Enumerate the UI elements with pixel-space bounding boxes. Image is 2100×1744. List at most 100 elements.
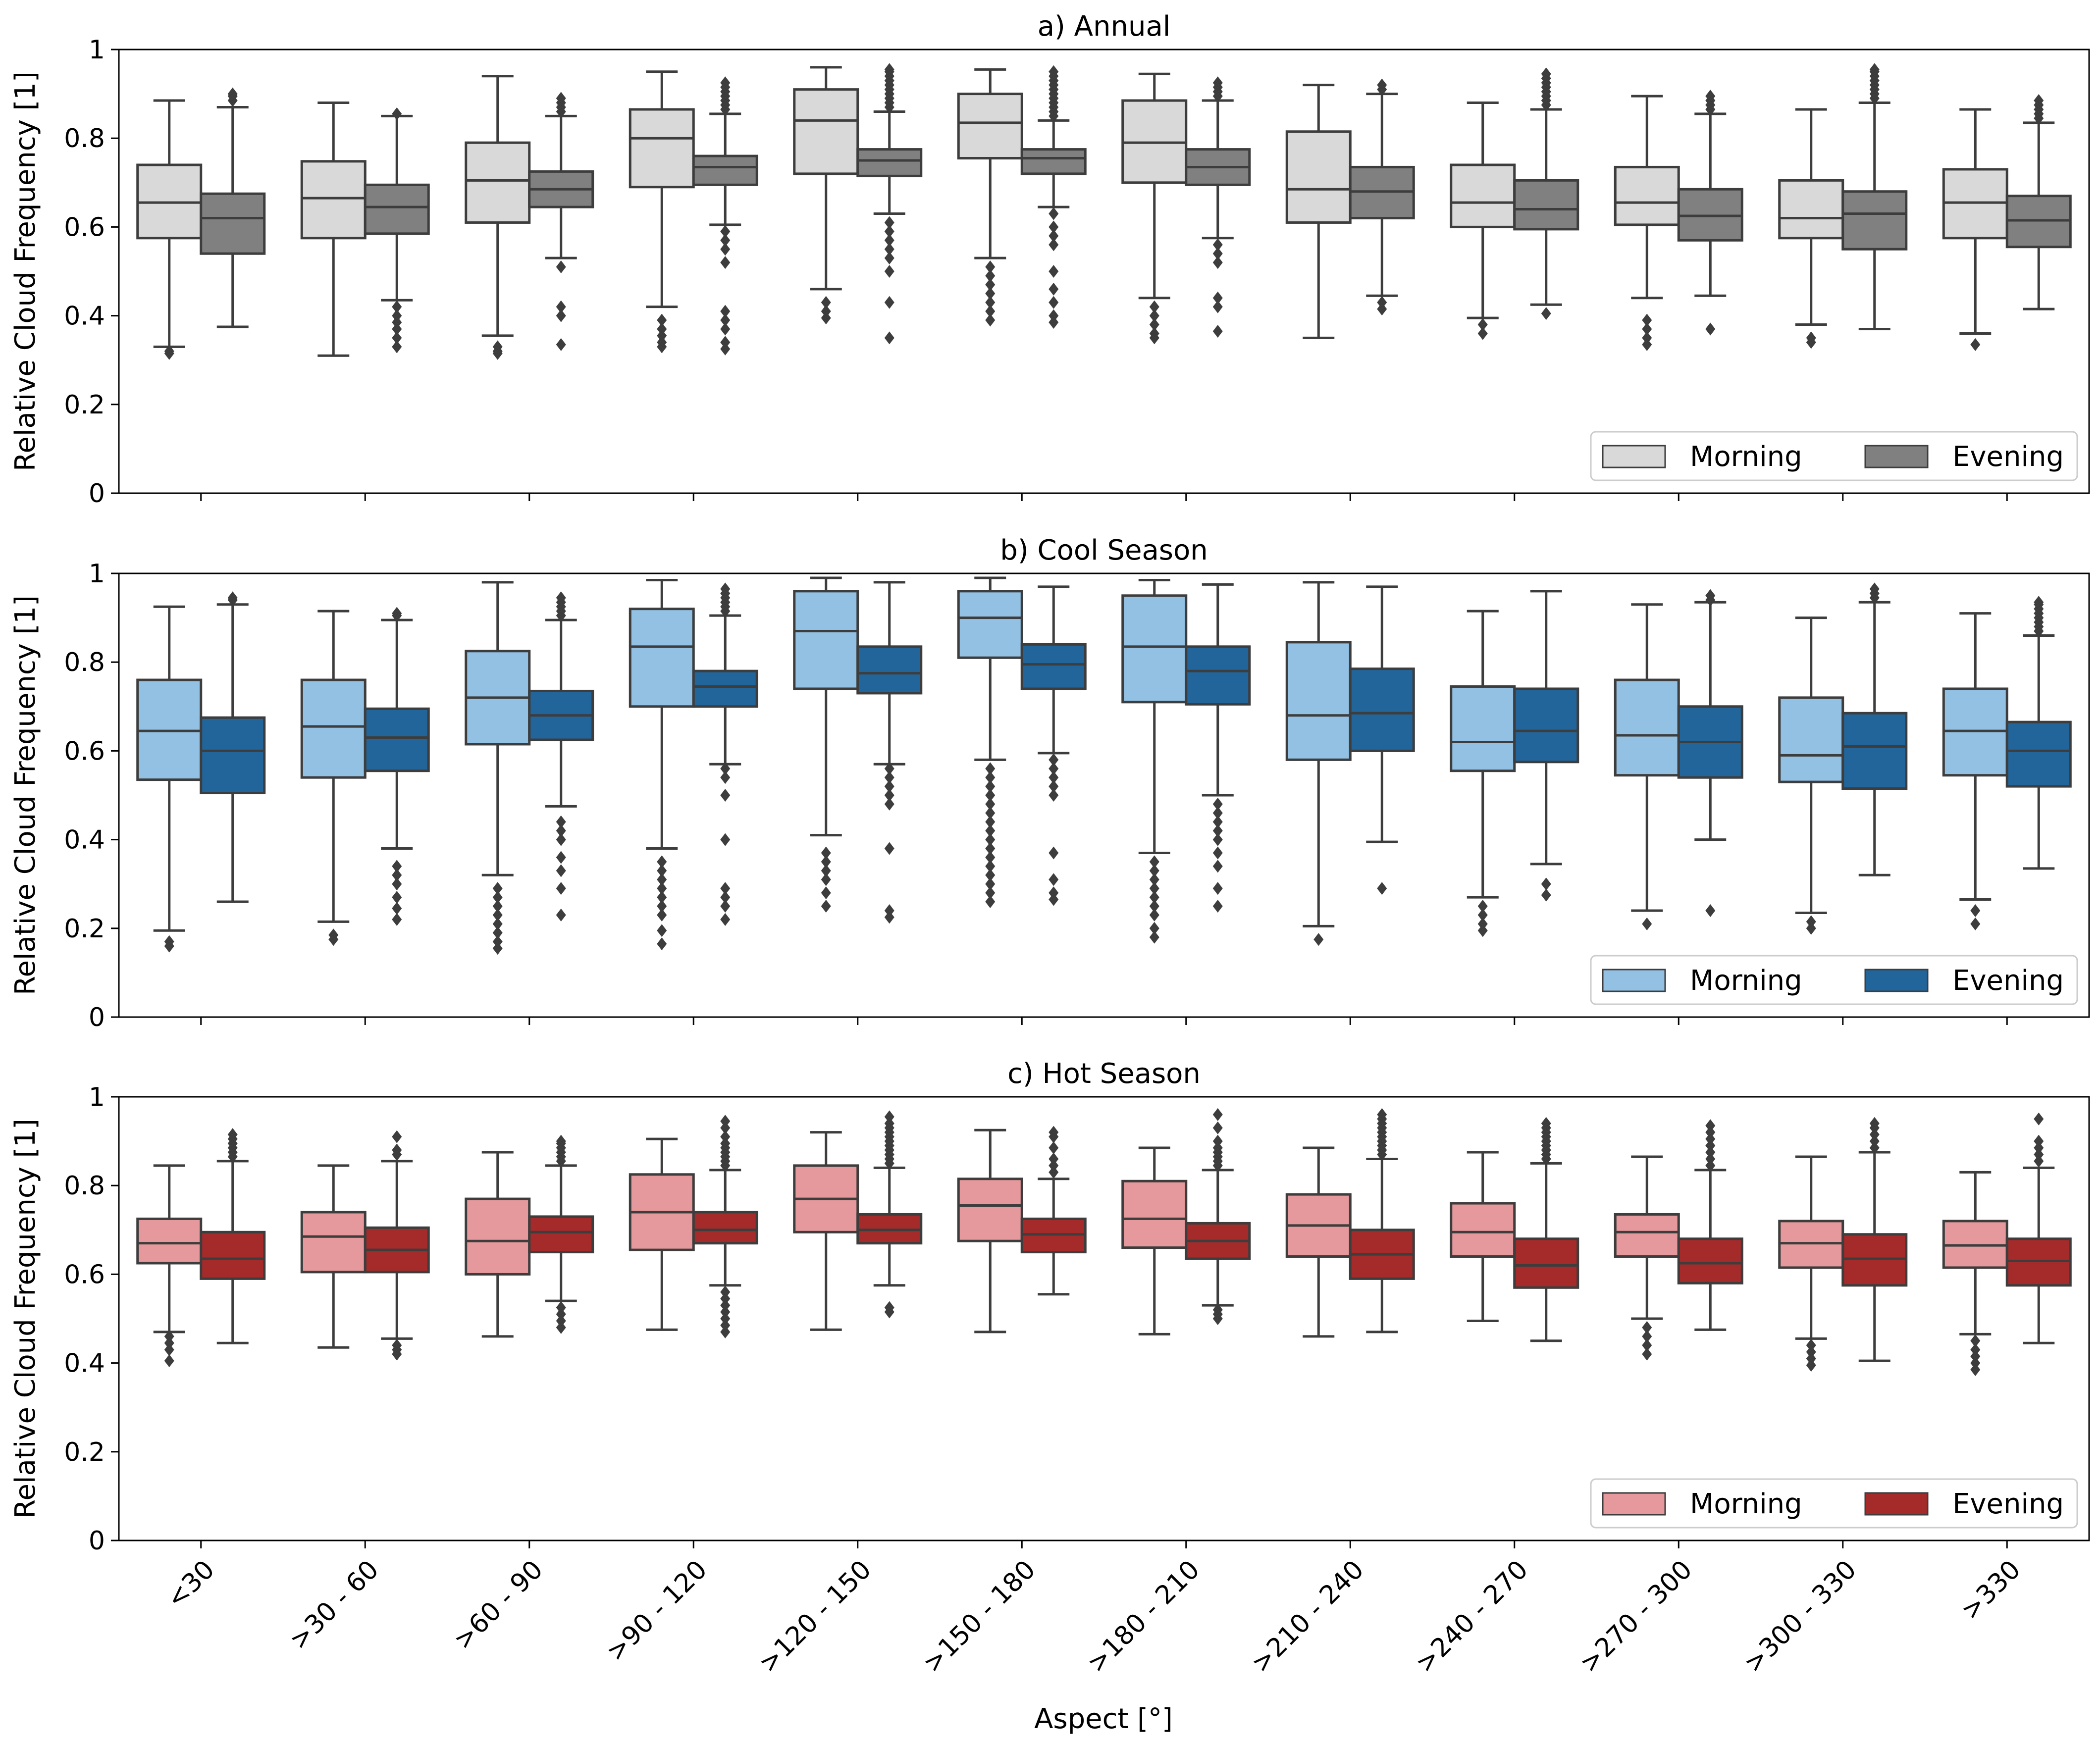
outlier-marker — [556, 824, 566, 837]
box-morning-7 — [1121, 72, 1188, 345]
outlier-marker — [1377, 882, 1387, 895]
outlier-marker — [164, 1354, 174, 1368]
box-evening-9 — [1513, 1117, 1579, 1342]
outlier-marker — [884, 216, 894, 229]
outlier-marker — [1477, 318, 1488, 331]
outlier-marker — [1049, 753, 1059, 767]
outlier-marker — [392, 1143, 402, 1157]
outlier-marker — [1705, 1152, 1716, 1166]
outlier-marker — [1642, 1330, 1652, 1343]
outlier-marker — [720, 882, 731, 895]
legend: Morning Evening — [1590, 955, 2078, 1005]
box-morning-5 — [793, 66, 859, 325]
box-iqr — [1020, 148, 1087, 175]
box-iqr — [528, 1215, 594, 1254]
outlier-marker — [392, 607, 402, 620]
box-morning-4 — [629, 578, 695, 951]
outlier-marker — [985, 877, 996, 891]
outlier-marker — [1313, 933, 1324, 946]
outlier-marker — [1541, 67, 1551, 81]
panel-1: a) Annual Relative Cloud Frequency [1] 0 0.… — [9, 10, 2090, 509]
outlier-marker — [1049, 886, 1059, 900]
outlier-marker — [884, 842, 894, 855]
box-morning-12 — [1942, 108, 2008, 351]
outlier-marker — [1212, 833, 1223, 846]
outlier-marker — [884, 789, 894, 802]
legend-frame — [1590, 431, 2078, 481]
outlier-marker — [657, 322, 667, 336]
box-evening-9 — [1513, 590, 1579, 902]
outlier-marker — [821, 864, 831, 877]
box-evening-3 — [528, 1134, 594, 1334]
outlier-marker — [227, 87, 238, 101]
outlier-marker — [2034, 596, 2044, 609]
outlier-marker — [1705, 1132, 1716, 1146]
box-iqr — [1614, 165, 1680, 226]
outlier-marker — [1806, 915, 1816, 928]
outlier-marker — [1149, 300, 1159, 313]
outlier-marker — [1212, 1108, 1223, 1121]
outlier-marker — [1049, 771, 1059, 784]
outlier-marker — [2034, 1112, 2044, 1126]
outlier-marker — [1212, 860, 1223, 873]
legend: Morning Evening — [1590, 431, 2078, 481]
box-morning-11 — [1778, 616, 1844, 935]
outlier-marker — [1212, 1312, 1223, 1325]
outlier-marker — [1212, 846, 1223, 860]
box-evening-7 — [1185, 1108, 1251, 1325]
y-tick-label: 0.4 — [64, 1349, 105, 1379]
outlier-marker — [884, 771, 894, 784]
box-evening-11 — [1841, 582, 1908, 876]
box-iqr — [1513, 687, 1579, 764]
outlier-marker — [1970, 338, 1981, 351]
outlier-marker — [720, 913, 731, 926]
outlier-marker — [1705, 1139, 1716, 1152]
outlier-marker — [720, 582, 731, 596]
box-evening-12 — [2005, 1112, 2072, 1344]
y-tick-label: 0.4 — [64, 825, 105, 855]
box-morning-6 — [957, 576, 1023, 909]
outlier-marker — [1377, 296, 1387, 309]
outlier-marker — [884, 265, 894, 278]
outlier-marker — [1377, 1108, 1387, 1121]
outlier-marker — [720, 1312, 731, 1325]
box-morning-10 — [1614, 1155, 1680, 1361]
outlier-marker — [657, 864, 667, 877]
box-iqr — [856, 645, 923, 695]
outlier-marker — [720, 1305, 731, 1319]
outlier-marker — [720, 1299, 731, 1312]
outlier-marker — [720, 243, 731, 256]
outlier-marker — [1806, 1352, 1816, 1365]
box-iqr — [364, 707, 430, 772]
outlier-marker — [1806, 1338, 1816, 1352]
outlier-marker — [1049, 65, 1059, 78]
outlier-marker — [657, 873, 667, 886]
outlier-marker — [392, 891, 402, 904]
outlier-marker — [392, 902, 402, 915]
box-evening-2 — [364, 1130, 430, 1361]
outlier-marker — [1642, 1321, 1652, 1334]
outlier-marker — [2034, 1154, 2044, 1168]
outlier-marker — [1049, 780, 1059, 793]
outlier-marker — [556, 1308, 566, 1321]
outlier-marker — [1541, 888, 1551, 902]
box-evening-12 — [2005, 596, 2072, 870]
outlier-marker — [884, 331, 894, 345]
outlier-marker — [985, 869, 996, 882]
outlier-marker — [720, 762, 731, 775]
outlier-marker — [164, 1343, 174, 1356]
outlier-marker — [392, 331, 402, 345]
outlier-marker — [720, 900, 731, 913]
outlier-marker — [985, 278, 996, 291]
y-tick-label: 0 — [89, 479, 105, 509]
outlier-marker — [1212, 238, 1223, 252]
outlier-marker — [1705, 322, 1716, 336]
outlier-marker — [227, 1128, 238, 1141]
legend-frame — [1590, 1478, 2078, 1529]
outlier-marker — [1642, 331, 1652, 345]
outlier-marker — [492, 900, 503, 913]
y-axis-title: Relative Cloud Frequency [1] — [9, 71, 42, 471]
outlier-marker — [1541, 307, 1551, 320]
outlier-marker — [1149, 922, 1159, 935]
outlier-marker — [1477, 327, 1488, 340]
